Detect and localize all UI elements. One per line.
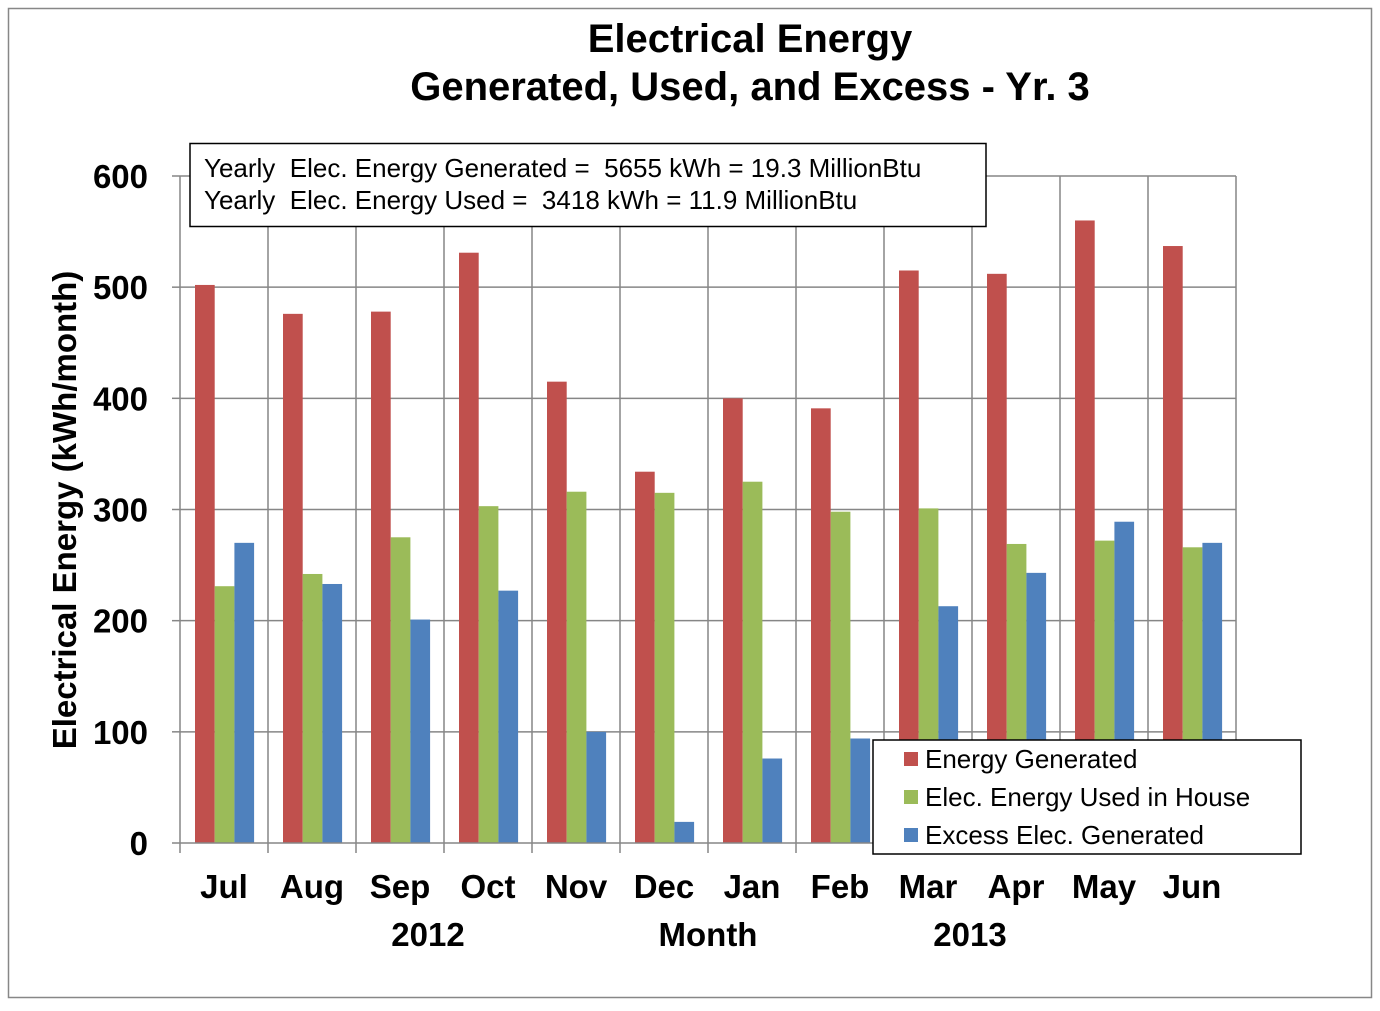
x-tick-label-jan: Jan	[724, 868, 781, 905]
bar-feb-series-0	[811, 408, 831, 843]
bar-feb-series-2	[850, 738, 871, 843]
y-tick-label: 500	[93, 269, 148, 306]
bar-jun-series-0	[1163, 246, 1183, 843]
legend-swatch-1	[904, 790, 918, 804]
bar-nov-series-1	[566, 491, 587, 843]
bar-oct-series-2	[498, 590, 519, 843]
bar-sep-series-2	[410, 619, 431, 843]
annotation-box: Yearly Elec. Energy Generated = 5655 kWh…	[189, 142, 987, 228]
x-tick-label-dec: Dec	[634, 868, 695, 905]
chart-title-line-2: Generated, Used, and Excess - Yr. 3	[410, 65, 1090, 109]
bar-aug-series-0	[283, 313, 303, 843]
x-tick-label-jun: Jun	[1163, 868, 1222, 905]
x-tick-label-nov: Nov	[545, 868, 608, 905]
bar-nov-series-2	[586, 731, 607, 843]
bar-oct-series-1	[478, 506, 499, 843]
x-tick-label-jul: Jul	[200, 868, 248, 905]
y-tick-label: 0	[130, 825, 148, 862]
bar-jan-series-0	[723, 398, 743, 843]
bar-jul-series-1	[214, 586, 235, 843]
bar-aug-series-1	[302, 573, 323, 843]
bar-jan-series-2	[762, 758, 783, 843]
x-tick-label-aug: Aug	[280, 868, 344, 905]
year-label-2012: 2012	[391, 916, 464, 953]
annotation-generated: Yearly Elec. Energy Generated = 5655 kWh…	[204, 153, 921, 183]
chart-title-line-1: Electrical Energy	[588, 17, 913, 61]
bar-jul-series-2	[234, 542, 255, 843]
bar-sep-series-0	[371, 311, 391, 844]
bar-aug-series-2	[322, 583, 343, 843]
bar-dec-series-2	[674, 821, 695, 843]
y-tick-label: 100	[93, 714, 148, 751]
y-tick-label: 200	[93, 603, 148, 640]
x-tick-label-feb: Feb	[811, 868, 870, 905]
x-tick-label-apr: Apr	[988, 868, 1045, 905]
bar-sep-series-1	[390, 537, 411, 843]
year-label-2013: 2013	[933, 916, 1006, 953]
bar-mar-series-0	[899, 270, 919, 843]
x-tick-label-sep: Sep	[370, 868, 431, 905]
y-tick-label: 400	[93, 380, 148, 417]
axes: 0 100 200 300 400 500 600 Jul Aug Sep Oct Nov Dec Jan…	[93, 158, 1237, 905]
y-tick-label: 300	[93, 492, 148, 529]
bar-dec-series-0	[635, 471, 655, 843]
legend-label-2: Excess Elec. Generated	[925, 820, 1204, 850]
legend: Energy Generated Elec. Energy Used in Hou…	[872, 739, 1302, 855]
x-tick-label-mar: Mar	[899, 868, 958, 905]
bar-jan-series-1	[742, 481, 763, 843]
bar-dec-series-1	[654, 492, 675, 843]
annotation-used: Yearly Elec. Energy Used = 3418 kWh = 11…	[204, 185, 857, 215]
bar-apr-series-0	[987, 273, 1007, 843]
bar-jul-series-0	[195, 284, 215, 843]
y-tick-label: 600	[93, 158, 148, 195]
legend-label-1: Elec. Energy Used in House	[925, 782, 1250, 812]
y-axis-label: Electrical Energy (kWh/month)	[46, 271, 83, 750]
bar-may-series-0	[1075, 220, 1095, 843]
grid	[180, 175, 1237, 843]
legend-label-0: Energy Generated	[925, 744, 1137, 774]
bar-feb-series-1	[830, 511, 851, 843]
x-tick-label-may: May	[1072, 868, 1137, 905]
bar-nov-series-0	[547, 381, 567, 843]
bar-oct-series-0	[459, 252, 479, 843]
legend-swatch-0	[904, 752, 918, 766]
x-axis-label: Month	[659, 916, 758, 953]
legend-swatch-2	[904, 828, 918, 842]
x-tick-label-oct: Oct	[460, 868, 515, 905]
